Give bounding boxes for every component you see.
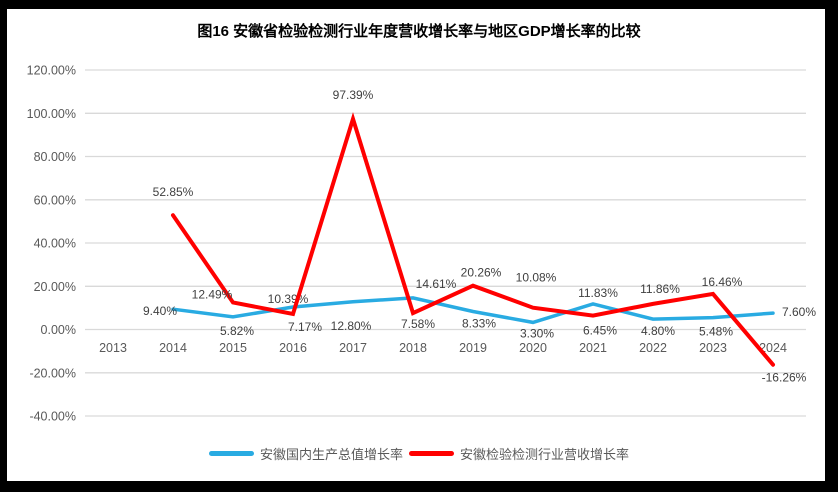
revenue-growth-data-label: 52.85% (153, 185, 194, 199)
y-axis-tick-label: 100.00% (27, 107, 76, 121)
y-axis-tick-label: 80.00% (34, 150, 76, 164)
revenue-growth-line (171, 112, 775, 367)
y-axis-tick-label: 40.00% (34, 237, 76, 251)
revenue-growth-data-label: 6.45% (583, 324, 617, 338)
x-axis-tick-label: 2018 (399, 341, 427, 355)
legend: 安徽国内生产总值增长率 安徽检验检测行业营收增长率 (0, 444, 838, 463)
x-axis-tick-label: 2017 (339, 341, 367, 355)
revenue-growth-data-label: -16.26% (762, 371, 807, 385)
revenue-growth-data-label: 20.26% (461, 266, 502, 280)
gdp-growth-data-label: 8.33% (462, 317, 496, 331)
revenue-growth-data-label: 97.39% (333, 88, 374, 102)
revenue-growth-data-label: 7.17% (288, 320, 322, 334)
gdp-growth-data-label: 11.83% (578, 286, 618, 300)
gdp-growth-data-label: 12.80% (331, 319, 372, 333)
x-axis-tick-label: 2021 (579, 341, 607, 355)
x-axis-tick-label: 2022 (639, 341, 667, 355)
gdp-growth-data-label: 4.80% (641, 324, 675, 338)
x-axis-tick-label: 2013 (99, 341, 127, 355)
y-axis-tick-label: 0.00% (41, 323, 76, 337)
revenue-growth-data-label: 11.86% (640, 282, 680, 296)
gdp-growth-data-label: 7.60% (782, 305, 816, 319)
legend-item-gdp: 安徽国内生产总值增长率 (208, 444, 403, 463)
revenue-growth-data-label: 16.46% (702, 275, 743, 289)
y-axis-tick-label: 120.00% (27, 64, 76, 78)
y-axis-tick-label: 60.00% (34, 193, 76, 207)
x-axis-tick-label: 2024 (759, 341, 787, 355)
gdp-growth-data-label: 3.30% (520, 326, 554, 340)
legend-label-revenue: 安徽检验检测行业营收增长率 (460, 447, 630, 462)
revenue-growth-data-label: 12.49% (192, 288, 233, 302)
gdp-growth-data-label: 9.40% (143, 304, 177, 318)
legend-item-revenue: 安徽检验检测行业营收增长率 (409, 444, 629, 463)
gdp-growth-data-label: 14.61% (416, 277, 457, 291)
x-axis-tick-label: 2016 (279, 341, 307, 355)
x-axis-tick-label: 2020 (519, 341, 547, 355)
x-axis-tick-label: 2015 (219, 341, 247, 355)
y-axis-tick-label: -40.00% (29, 410, 76, 424)
legend-swatch-revenue-line (409, 451, 454, 456)
revenue-growth-data-label: 7.58% (401, 317, 435, 331)
legend-swatch-gdp-line (208, 451, 254, 456)
x-axis-tick-label: 2019 (459, 341, 487, 355)
legend-label-gdp: 安徽国内生产总值增长率 (259, 447, 403, 462)
revenue-growth-data-label: 10.08% (516, 271, 557, 285)
chart-title: 图16 安徽省检验检测行业年度营收增长率与地区GDP增长率的比较 (197, 23, 641, 40)
gdp-growth-data-label: 5.48% (699, 325, 733, 339)
y-axis-tick-label: 20.00% (34, 280, 76, 294)
x-axis-tick-label: 2023 (699, 341, 727, 355)
y-axis-tick-label: -20.00% (29, 366, 76, 380)
x-axis-tick-label: 2014 (159, 341, 187, 355)
gdp-growth-data-label: 10.39% (268, 292, 309, 306)
gdp-growth-data-label: 5.82% (220, 324, 254, 338)
